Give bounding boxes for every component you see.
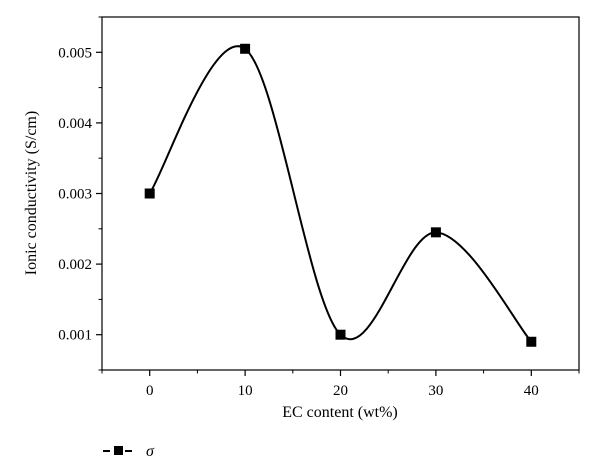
x-tick-label: 30 [428, 383, 443, 399]
y-tick-label: 0.001 [58, 328, 92, 344]
series-line [148, 45, 533, 343]
y-tick-label: 0.004 [58, 116, 92, 132]
data-point [430, 227, 441, 238]
plot-frame [101, 16, 580, 371]
y-tick-label: 0.002 [58, 257, 92, 273]
legend-marker [114, 446, 123, 455]
legend-label: σ [146, 443, 155, 460]
y-tick-label: 0.003 [58, 187, 92, 203]
tick-labels: 0 10 20 30 40 0.001 0.002 0.003 0.004 0.005 [58, 45, 539, 399]
x-tick-label: 40 [524, 383, 539, 399]
ticks [96, 16, 580, 376]
data-point [144, 188, 155, 199]
x-axis-title: EC content (wt%) [282, 404, 398, 421]
markers [144, 43, 537, 347]
x-tick-label: 20 [333, 383, 348, 399]
x-tick-label: 0 [146, 383, 154, 399]
legend: σ [103, 443, 155, 460]
y-axis-title: Ionic conductivity (S/cm) [23, 111, 40, 275]
data-point [335, 329, 346, 340]
y-tick-label: 0.005 [58, 45, 92, 61]
data-point [240, 43, 251, 54]
data-point [526, 336, 537, 347]
x-tick-label: 10 [238, 383, 253, 399]
